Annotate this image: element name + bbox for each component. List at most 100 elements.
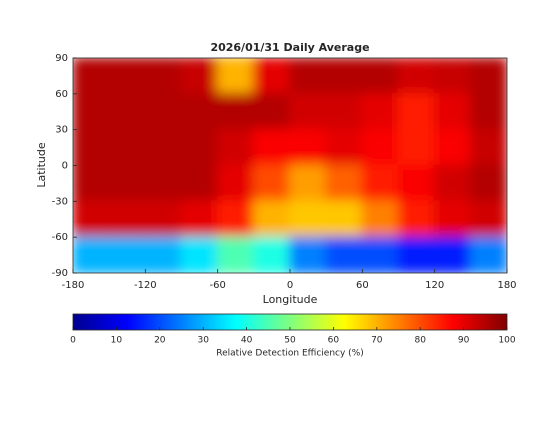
heat-cell	[216, 128, 255, 167]
y-tick-label: 60	[55, 89, 68, 100]
colorbar-tick-label: 30	[197, 336, 209, 346]
x-tick-label: 120	[425, 280, 444, 291]
heat-cell	[216, 92, 255, 131]
heat-cell	[180, 128, 219, 167]
heat-cell	[252, 200, 291, 239]
heat-cell	[73, 58, 111, 95]
heat-cell	[144, 58, 183, 95]
heat-cell	[397, 164, 436, 203]
heat-cell	[108, 200, 147, 239]
heat-cell	[144, 92, 183, 131]
heat-cell	[433, 92, 472, 131]
heat-cell	[144, 236, 183, 273]
heat-cell	[252, 164, 291, 203]
heat-cell	[252, 236, 291, 273]
heat-cell	[180, 92, 219, 131]
heat-cell	[433, 58, 472, 95]
heat-cell	[73, 164, 111, 203]
heat-cell	[397, 200, 436, 239]
heat-cell	[252, 92, 291, 131]
heat-cell	[325, 92, 364, 131]
heat-cell	[325, 164, 364, 203]
colorbar-tick-label: 40	[241, 336, 253, 346]
heat-cell	[216, 58, 255, 95]
heat-cell	[361, 128, 400, 167]
heatmap	[73, 58, 507, 273]
colorbar-tick-label: 80	[414, 336, 426, 346]
heat-cell	[469, 128, 507, 167]
heat-cell	[108, 236, 147, 273]
colorbar-tick-label: 60	[328, 336, 340, 346]
heat-cell	[325, 200, 364, 239]
colorbar-tick-label: 0	[70, 336, 76, 346]
heat-cell	[469, 58, 507, 95]
y-axis-label: Latitude	[35, 142, 48, 188]
colorbar-tick-label: 10	[111, 336, 123, 346]
y-tick-label: -90	[52, 268, 68, 279]
heat-cell	[180, 236, 219, 273]
heat-cell	[289, 58, 328, 95]
x-axis-label: Longitude	[263, 293, 318, 306]
heat-cell	[73, 200, 111, 239]
x-tick-label: 60	[356, 280, 369, 291]
colorbar-tick-label: 90	[458, 336, 470, 346]
x-tick-label: -180	[62, 280, 85, 291]
heat-cell	[108, 128, 147, 167]
heat-cell	[108, 58, 147, 95]
heat-cell	[361, 236, 400, 273]
heat-cell	[469, 92, 507, 131]
heat-cell	[216, 236, 255, 273]
x-tick-label: -60	[209, 280, 225, 291]
heat-cell	[289, 128, 328, 167]
heat-cell	[144, 128, 183, 167]
colorbar-tick-label: 100	[498, 336, 515, 346]
heat-cell	[469, 164, 507, 203]
heat-cell	[469, 200, 507, 239]
heat-cell	[469, 236, 507, 273]
heat-cell	[325, 128, 364, 167]
heat-cell	[144, 200, 183, 239]
colorbar-tick-label: 70	[371, 336, 383, 346]
heat-cell	[325, 58, 364, 95]
heat-cell	[397, 128, 436, 167]
heat-cell	[216, 200, 255, 239]
y-tick-label: 0	[62, 161, 68, 172]
heat-cell	[73, 128, 111, 167]
heat-cell	[433, 164, 472, 203]
colorbar-label: Relative Detection Efficiency (%)	[216, 349, 364, 359]
y-tick-label: 90	[55, 53, 68, 64]
heat-cell	[361, 164, 400, 203]
heat-cell	[289, 236, 328, 273]
heat-cell	[289, 200, 328, 239]
heat-cell	[325, 236, 364, 273]
heat-cell	[433, 128, 472, 167]
y-tick-label: 30	[55, 125, 68, 136]
heat-cell	[361, 200, 400, 239]
x-tick-label: 0	[287, 280, 293, 291]
heat-cell	[433, 200, 472, 239]
heat-cell	[73, 236, 111, 273]
heat-cell	[180, 58, 219, 95]
x-tick-label: 180	[497, 280, 516, 291]
colorbar-tick-label: 50	[284, 336, 296, 346]
heat-cell	[108, 92, 147, 131]
colorbar-tick-label: 20	[154, 336, 166, 346]
y-tick-label: -60	[52, 232, 68, 243]
heat-cell	[397, 58, 436, 95]
heat-cell	[433, 236, 472, 273]
heat-cell	[397, 236, 436, 273]
heat-cell	[289, 164, 328, 203]
heat-cell	[397, 92, 436, 131]
heat-cell	[252, 128, 291, 167]
heat-cell	[180, 164, 219, 203]
y-tick-label: -30	[52, 196, 68, 207]
heat-cell	[216, 164, 255, 203]
heat-cell	[252, 58, 291, 95]
heat-cell	[361, 92, 400, 131]
heat-cell	[361, 58, 400, 95]
heat-cell	[289, 92, 328, 131]
x-tick-label: -120	[134, 280, 157, 291]
chart-title: 2026/01/31 Daily Average	[210, 41, 369, 54]
heat-cell	[180, 200, 219, 239]
